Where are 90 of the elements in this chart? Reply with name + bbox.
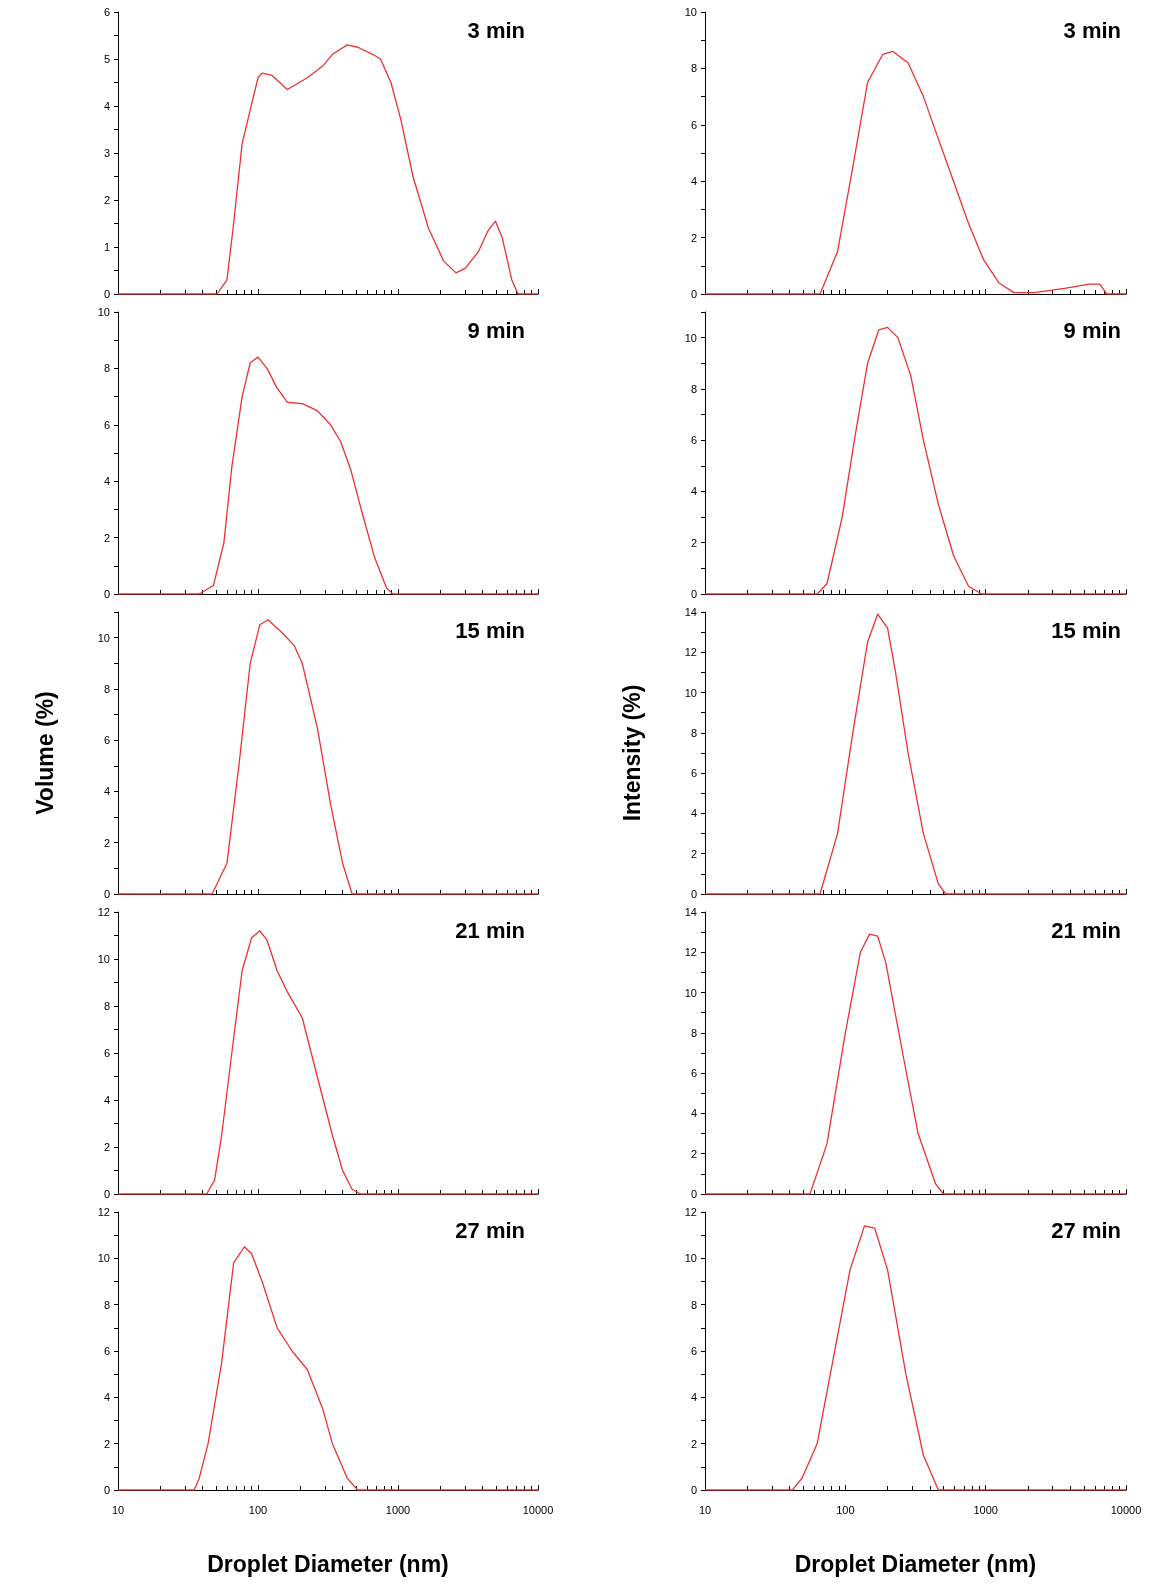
- y-tick-label: 6: [690, 1345, 697, 1357]
- y-tick-label: 0: [103, 1484, 110, 1496]
- y-tick-label: 6: [690, 767, 697, 780]
- x-tick-label: 100: [836, 1503, 855, 1516]
- y-tick-label: 2: [690, 231, 697, 244]
- y-tick-label: 3: [103, 147, 110, 159]
- y-tick-label: 1: [103, 241, 110, 253]
- y-tick-label: 8: [690, 382, 697, 395]
- chart-title: 27 min: [455, 1217, 526, 1243]
- y-tick-label: 0: [103, 1188, 110, 1200]
- y-tick-label: 12: [684, 946, 697, 959]
- y-tick-label: 4: [103, 1391, 110, 1404]
- y-tick-label: 2: [690, 536, 697, 549]
- y-tick-label: 10: [97, 1252, 110, 1265]
- x-tick-label: 10000: [522, 1503, 554, 1516]
- y-tick-label: 8: [690, 62, 697, 75]
- y-tick-label: 10: [684, 986, 697, 999]
- chart-title: 21 min: [455, 917, 526, 943]
- y-tick-label: 10: [684, 331, 697, 344]
- y-tick-label: 4: [690, 175, 697, 188]
- x-tick-label: 1000: [973, 1503, 998, 1516]
- y-tick-label: 2: [103, 1437, 110, 1450]
- y-tick-label: 0: [690, 288, 697, 300]
- y-tick-label: 2: [690, 1147, 697, 1160]
- y-tick-label: 10: [97, 953, 110, 965]
- x-tick-label: 100: [248, 1503, 268, 1516]
- y-tick-label: 2: [103, 836, 110, 849]
- y-tick-label: 10: [97, 306, 110, 318]
- y-tick-label: 8: [103, 682, 110, 695]
- y-tick-label: 8: [690, 726, 697, 739]
- y-tick-label: 12: [684, 646, 697, 659]
- x-axis-title: Droplet Diameter (nm): [207, 1550, 449, 1577]
- y-tick-label: 10: [684, 6, 697, 18]
- y-tick-label: 10: [684, 686, 697, 699]
- x-axis-title: Droplet Diameter (nm): [794, 1550, 1037, 1577]
- y-tick-label: 2: [103, 194, 110, 206]
- x-tick-label: 10: [698, 1503, 712, 1516]
- y-tick-label: 8: [690, 1298, 697, 1311]
- y-tick-label: 6: [103, 1047, 110, 1059]
- y-tick-label: 8: [103, 1298, 110, 1311]
- y-tick-label: 10: [97, 631, 110, 644]
- y-tick-label: 6: [103, 418, 110, 431]
- y-tick-label: 6: [690, 434, 697, 447]
- x-tick-label: 10: [111, 1503, 125, 1516]
- chart-title: 27 min: [1051, 1217, 1122, 1243]
- y-tick-label: 4: [690, 807, 697, 820]
- y-tick-label: 6: [103, 6, 110, 18]
- y-tick-label: 4: [690, 1391, 697, 1404]
- y-axis-title: Intensity (%): [618, 684, 645, 822]
- y-tick-label: 12: [684, 1206, 697, 1218]
- y-tick-label: 4: [103, 475, 110, 488]
- chart-title: 9 min: [1063, 317, 1122, 343]
- x-tick-label: 1000: [385, 1503, 411, 1516]
- y-tick-label: 0: [690, 888, 697, 900]
- y-tick-label: 5: [103, 53, 110, 65]
- chart-title: 3 min: [467, 17, 526, 43]
- y-axis-title: Volume (%): [31, 691, 58, 815]
- y-tick-label: 6: [690, 118, 697, 131]
- chart-title: 3 min: [1063, 17, 1122, 43]
- y-tick-label: 12: [97, 1206, 110, 1218]
- y-tick-label: 2: [690, 1437, 697, 1450]
- y-tick-label: 12: [97, 906, 110, 918]
- y-tick-label: 2: [103, 1141, 110, 1153]
- chart-title: 9 min: [467, 317, 526, 343]
- x-tick-label: 10000: [1110, 1503, 1142, 1516]
- y-tick-label: 8: [690, 1026, 697, 1039]
- y-tick-label: 0: [690, 1188, 697, 1200]
- y-tick-label: 0: [690, 588, 697, 600]
- y-tick-label: 6: [103, 734, 110, 747]
- chart-title: 15 min: [1051, 617, 1122, 643]
- y-tick-label: 4: [690, 1107, 697, 1120]
- y-tick-label: 4: [103, 785, 110, 798]
- y-tick-label: 0: [690, 1484, 697, 1496]
- y-tick-label: 10: [684, 1252, 697, 1265]
- y-tick-label: 4: [103, 1094, 110, 1106]
- y-tick-label: 4: [103, 100, 110, 112]
- chart-title: 15 min: [455, 617, 526, 643]
- y-tick-label: 6: [103, 1345, 110, 1357]
- y-tick-label: 0: [103, 288, 110, 300]
- y-tick-label: 8: [103, 1000, 110, 1012]
- y-tick-label: 2: [103, 531, 110, 544]
- y-tick-label: 0: [103, 588, 110, 600]
- y-tick-label: 0: [103, 888, 110, 900]
- y-tick-label: 14: [684, 606, 697, 618]
- y-tick-label: 2: [690, 847, 697, 860]
- y-tick-label: 14: [684, 906, 697, 918]
- chart-title: 21 min: [1051, 917, 1122, 943]
- y-tick-label: 6: [690, 1067, 697, 1080]
- y-tick-label: 4: [690, 485, 697, 498]
- y-tick-label: 8: [103, 362, 110, 375]
